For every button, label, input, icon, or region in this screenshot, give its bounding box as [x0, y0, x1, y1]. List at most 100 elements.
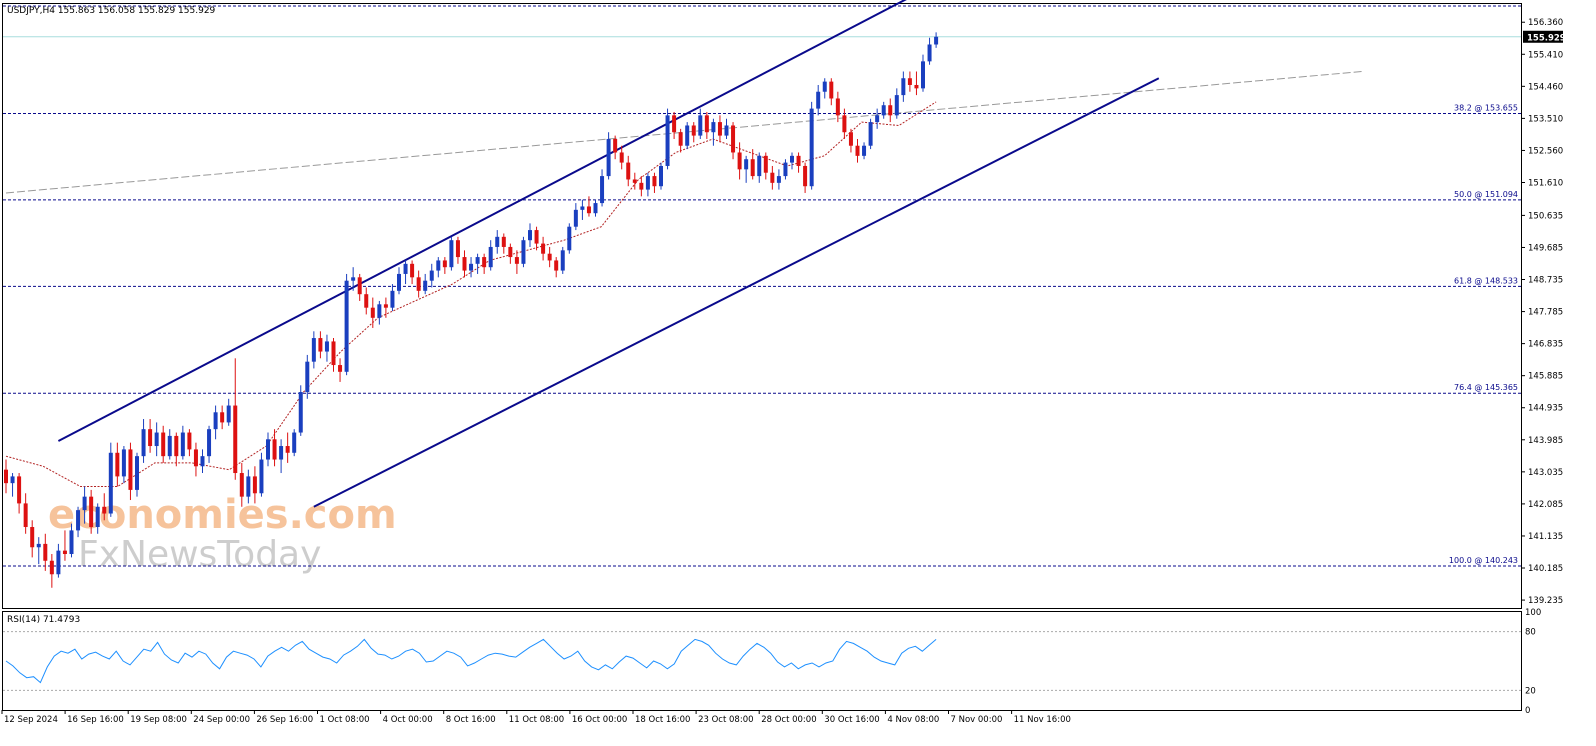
price-tick-label: 153.510: [1528, 114, 1563, 124]
candle: [803, 162, 808, 193]
candle-body: [200, 456, 205, 467]
candle: [639, 176, 644, 197]
candle-body: [685, 125, 690, 146]
candle-body: [30, 527, 35, 548]
candle-body: [462, 257, 467, 271]
rsi-label: RSI(14) 71.4793: [7, 615, 80, 625]
candle-body: [344, 280, 349, 372]
candle-body: [102, 506, 107, 514]
candle: [62, 530, 67, 561]
candle: [226, 398, 231, 426]
candle: [600, 169, 605, 207]
candle-body: [822, 81, 827, 92]
candle: [482, 253, 487, 274]
candle: [135, 452, 139, 497]
candle: [475, 253, 480, 274]
candle-body: [475, 257, 480, 264]
price-tick-label: 140.185: [1528, 564, 1563, 574]
candle-body: [331, 341, 336, 366]
candle: [17, 473, 22, 514]
candle: [848, 128, 853, 153]
candle: [914, 71, 919, 96]
candle: [115, 442, 120, 487]
candle-body: [606, 138, 611, 177]
candle-body: [17, 476, 22, 504]
candle: [855, 138, 860, 163]
candle: [252, 466, 257, 504]
candle-body: [423, 280, 428, 291]
candle: [154, 422, 159, 457]
candle-body: [901, 78, 906, 96]
candle-body: [187, 432, 192, 450]
candle-body: [645, 176, 650, 190]
candle: [776, 169, 781, 190]
candle-body: [862, 145, 867, 156]
time-tick-label: 11 Nov 16:00: [1014, 715, 1071, 725]
fib-label: 61.8 @ 148.533: [1454, 276, 1518, 285]
candle-body: [927, 44, 932, 62]
candle-body: [410, 263, 415, 278]
candle-body: [914, 84, 919, 89]
candle-body: [757, 155, 762, 177]
candle: [43, 533, 48, 571]
candle: [790, 152, 794, 170]
candle: [593, 199, 598, 217]
candle: [796, 152, 801, 173]
candle-body: [495, 236, 500, 247]
candle: [128, 442, 133, 501]
candle: [102, 493, 107, 521]
candle-body: [429, 270, 434, 281]
candle: [875, 108, 880, 129]
candle-body: [416, 277, 421, 291]
candle: [279, 439, 284, 474]
candle-body: [23, 503, 28, 528]
candle-body: [888, 105, 893, 116]
candle-body: [298, 392, 303, 433]
candle: [338, 358, 343, 382]
candle-body: [547, 253, 552, 261]
candle: [344, 273, 349, 376]
candle-body: [338, 365, 343, 372]
price-tick-label: 154.460: [1528, 82, 1563, 92]
time-tick-label: 4 Nov 08:00: [887, 715, 939, 725]
candle: [868, 118, 873, 150]
channel-lower-line: [313, 77, 1160, 508]
candle-body: [207, 429, 212, 457]
candle: [23, 493, 28, 534]
time-tick-label: 8 Oct 16:00: [446, 715, 496, 725]
candle-body: [534, 230, 539, 244]
candle-body: [220, 412, 225, 423]
candle-body: [541, 243, 546, 254]
time-tick-label: 1 Oct 08:00: [320, 715, 370, 725]
candle: [822, 78, 827, 99]
candle: [370, 297, 375, 328]
candle-body: [717, 122, 722, 136]
candle-body: [49, 560, 54, 575]
candle: [665, 108, 670, 170]
candle-body: [390, 290, 395, 308]
rsi-axis-label: 80: [1525, 628, 1536, 638]
candle: [423, 273, 428, 295]
rsi-axis-label: 0: [1525, 706, 1530, 716]
symbol-header: USDJPY,H4 155.863 156.058 155.829 155.92…: [7, 6, 216, 16]
candle: [495, 230, 500, 254]
time-tick-label: 11 Oct 08:00: [509, 715, 564, 725]
candle: [220, 405, 225, 430]
candle: [809, 101, 814, 190]
candle-body: [803, 165, 808, 187]
price-tick-label: 152.560: [1528, 146, 1563, 156]
candle-body: [796, 155, 801, 166]
candle-body: [501, 236, 506, 247]
candle: [488, 240, 493, 271]
candle-body: [95, 506, 100, 528]
candle: [174, 432, 179, 467]
candle: [207, 425, 212, 463]
price-axis: 156.360 155.410 154.460 153.510 152.560 151.6…: [1521, 18, 1566, 606]
candle-body: [672, 115, 677, 133]
candle: [613, 135, 618, 160]
fib-label: 50.0 @ 151.094: [1454, 190, 1518, 199]
candle-body: [593, 203, 598, 214]
candle: [187, 429, 192, 457]
candle-body: [691, 125, 696, 136]
candle: [744, 155, 749, 183]
